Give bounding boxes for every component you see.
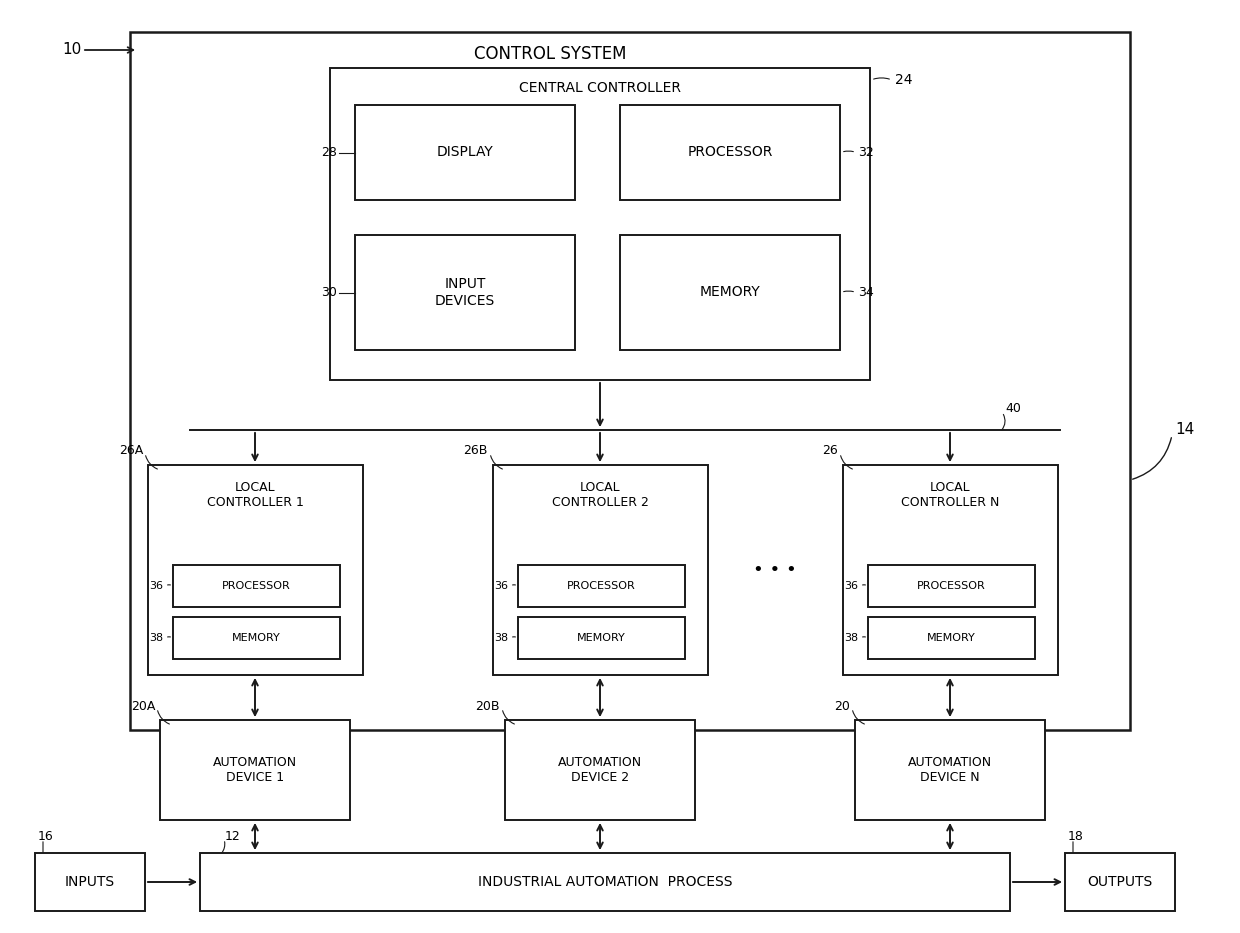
Text: 20B: 20B [475, 700, 500, 713]
Text: PROCESSOR: PROCESSOR [687, 146, 773, 160]
Text: 38: 38 [844, 633, 858, 643]
Text: PROCESSOR: PROCESSOR [918, 581, 986, 591]
Bar [505, 720, 694, 820]
Bar [160, 720, 350, 820]
Bar [518, 565, 684, 607]
Text: MEMORY: MEMORY [928, 633, 976, 643]
Text: INDUSTRIAL AUTOMATION  PROCESS: INDUSTRIAL AUTOMATION PROCESS [477, 875, 733, 889]
Bar [355, 105, 575, 200]
Text: 36: 36 [149, 581, 162, 591]
Text: 38: 38 [494, 633, 508, 643]
Text: AUTOMATION
DEVICE 2: AUTOMATION DEVICE 2 [558, 756, 642, 784]
Text: MEMORY: MEMORY [577, 633, 626, 643]
Text: MEMORY: MEMORY [232, 633, 281, 643]
Bar [35, 853, 145, 911]
Text: 10: 10 [62, 43, 82, 58]
Bar [843, 465, 1058, 675]
Bar [174, 617, 340, 659]
Text: MEMORY: MEMORY [699, 285, 760, 299]
Text: 12: 12 [224, 830, 241, 843]
Bar [130, 32, 1130, 730]
Text: LOCAL
CONTROLLER 1: LOCAL CONTROLLER 1 [207, 481, 304, 509]
Text: 26A: 26A [119, 444, 143, 457]
Text: 40: 40 [1004, 401, 1021, 414]
Text: 20: 20 [835, 700, 849, 713]
Bar [148, 465, 363, 675]
Text: 34: 34 [858, 286, 874, 299]
Text: 20A: 20A [130, 700, 155, 713]
Bar [868, 617, 1035, 659]
Text: 30: 30 [321, 286, 337, 299]
Text: 36: 36 [844, 581, 858, 591]
Bar [330, 68, 870, 380]
Bar [620, 235, 839, 350]
Bar [494, 465, 708, 675]
Text: 14: 14 [1176, 423, 1194, 438]
Bar [518, 617, 684, 659]
Text: PROCESSOR: PROCESSOR [222, 581, 291, 591]
Text: AUTOMATION
DEVICE N: AUTOMATION DEVICE N [908, 756, 992, 784]
Bar [620, 105, 839, 200]
Bar [1065, 853, 1176, 911]
Text: 26B: 26B [464, 444, 489, 457]
Text: LOCAL
CONTROLLER 2: LOCAL CONTROLLER 2 [552, 481, 649, 509]
Text: CENTRAL CONTROLLER: CENTRAL CONTROLLER [520, 81, 681, 95]
Text: 26: 26 [822, 444, 838, 457]
Bar [200, 853, 1011, 911]
Text: 38: 38 [149, 633, 162, 643]
Bar [355, 235, 575, 350]
Text: 18: 18 [1068, 830, 1084, 843]
Text: PROCESSOR: PROCESSOR [567, 581, 636, 591]
Text: 16: 16 [38, 830, 53, 843]
Text: OUTPUTS: OUTPUTS [1087, 875, 1153, 889]
Text: 32: 32 [858, 146, 874, 159]
Text: CONTROL SYSTEM: CONTROL SYSTEM [474, 45, 626, 63]
Bar [856, 720, 1045, 820]
Bar [868, 565, 1035, 607]
Bar [174, 565, 340, 607]
Text: • • •: • • • [753, 561, 797, 579]
Text: DISPLAY: DISPLAY [436, 146, 494, 160]
Text: LOCAL
CONTROLLER N: LOCAL CONTROLLER N [900, 481, 999, 509]
Text: 24: 24 [895, 73, 913, 87]
Text: INPUT
DEVICES: INPUT DEVICES [435, 277, 495, 308]
Text: 28: 28 [321, 146, 337, 159]
Text: 36: 36 [494, 581, 508, 591]
Text: INPUTS: INPUTS [64, 875, 115, 889]
Text: AUTOMATION
DEVICE 1: AUTOMATION DEVICE 1 [213, 756, 298, 784]
